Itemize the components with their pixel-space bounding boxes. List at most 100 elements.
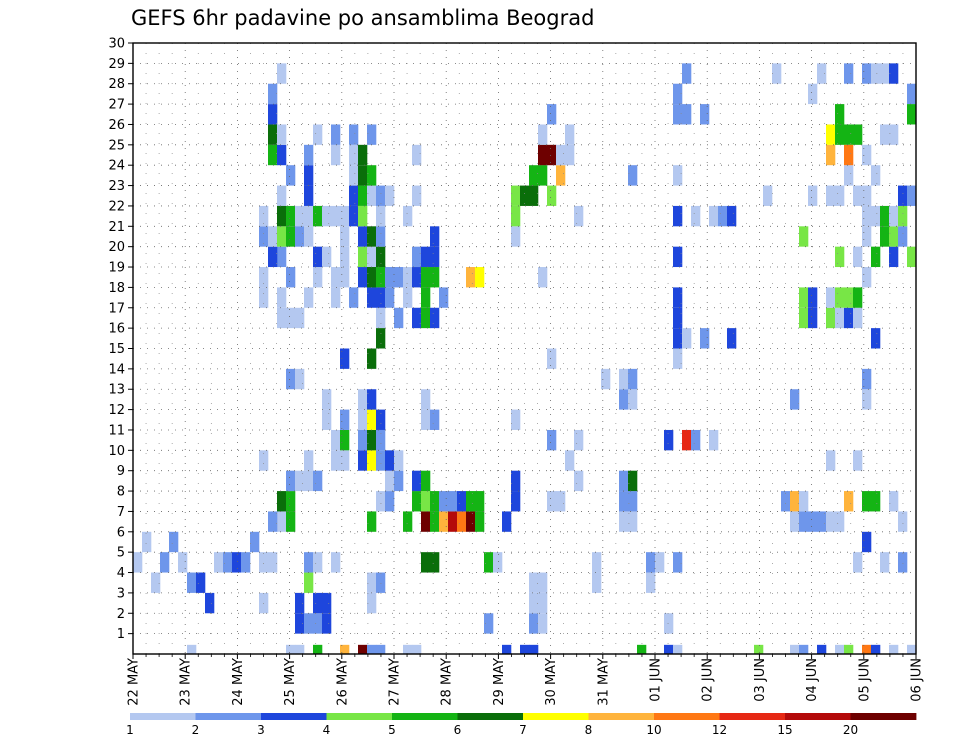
y-tick-label: 1 xyxy=(117,627,125,642)
heat-cell xyxy=(538,267,548,288)
heat-cell xyxy=(277,124,287,145)
heat-cell xyxy=(475,491,485,512)
heat-cell xyxy=(889,205,899,227)
heat-cell xyxy=(682,429,692,451)
heat-cell xyxy=(376,409,386,430)
heat-cell xyxy=(313,644,323,655)
heat-cell xyxy=(430,409,440,430)
heat-cell xyxy=(295,307,305,329)
heat-cell xyxy=(898,552,908,573)
x-tick-label: 04 JUN xyxy=(805,658,820,702)
heat-cell xyxy=(286,644,296,655)
heat-cell xyxy=(394,267,404,288)
heat-cell xyxy=(673,246,683,268)
heat-cell xyxy=(889,246,899,268)
heat-cell xyxy=(538,144,548,166)
heat-cell xyxy=(673,165,683,186)
heat-cell xyxy=(673,552,683,573)
heat-cell xyxy=(367,592,377,614)
heat-cell xyxy=(295,368,305,390)
heat-cell xyxy=(412,185,422,206)
heat-cell xyxy=(223,552,233,573)
heat-cell xyxy=(853,450,863,471)
heat-cell xyxy=(673,205,683,227)
heat-cell xyxy=(322,205,332,227)
colorbar-swatch xyxy=(326,713,393,720)
heat-cell xyxy=(277,246,287,268)
heat-cell xyxy=(907,246,917,268)
heat-cell xyxy=(376,287,386,308)
heat-cell xyxy=(502,511,512,532)
heat-cell xyxy=(340,226,350,247)
heat-cell xyxy=(295,226,305,247)
heat-cell xyxy=(304,185,314,206)
heat-cell xyxy=(556,165,566,186)
heat-cell xyxy=(322,592,332,614)
heat-cell xyxy=(538,613,548,634)
heat-cell xyxy=(385,185,395,206)
heat-cell xyxy=(313,592,323,614)
heat-cell xyxy=(538,592,548,614)
heat-cell xyxy=(889,644,899,655)
heat-cell xyxy=(286,470,296,492)
heat-cell xyxy=(565,124,575,145)
heat-cell xyxy=(367,644,377,655)
heat-cell xyxy=(259,552,269,573)
colorbar-swatch xyxy=(588,713,655,720)
heat-cell xyxy=(844,144,854,166)
heat-cell xyxy=(673,328,683,349)
heat-cell xyxy=(565,450,575,471)
heat-cell xyxy=(484,613,494,634)
heat-cell xyxy=(214,552,224,573)
heat-cell xyxy=(655,552,665,573)
y-tick-label: 6 xyxy=(117,525,125,540)
heat-cell xyxy=(268,246,278,268)
heat-cell xyxy=(376,644,386,655)
heat-cell xyxy=(772,63,782,84)
heat-cell xyxy=(862,491,872,512)
heat-cell xyxy=(286,226,296,247)
heat-cell xyxy=(808,185,818,206)
heat-cell xyxy=(448,511,458,532)
heat-cell xyxy=(169,531,179,553)
heat-cell xyxy=(250,531,260,553)
heat-cell xyxy=(277,205,287,227)
heat-cell xyxy=(358,267,368,288)
heat-cell xyxy=(619,368,629,390)
heat-cell xyxy=(358,409,368,430)
heat-cell xyxy=(682,104,692,125)
heat-cell xyxy=(286,165,296,186)
heat-cell xyxy=(403,267,413,288)
heat-cell xyxy=(304,165,314,186)
heat-cell xyxy=(376,185,386,206)
heat-cell xyxy=(574,205,584,227)
heat-cell xyxy=(313,267,323,288)
heat-cell xyxy=(511,205,521,227)
heat-cell xyxy=(646,572,656,593)
heat-cell xyxy=(151,572,161,593)
heat-cell xyxy=(349,205,359,227)
heat-cell xyxy=(574,429,584,451)
heat-cell xyxy=(547,144,557,166)
heat-cell xyxy=(277,63,287,84)
heat-cell xyxy=(268,511,278,532)
heat-cell xyxy=(331,144,341,166)
heat-cell xyxy=(268,104,278,125)
heat-cell xyxy=(367,409,377,430)
y-tick-label: 26 xyxy=(108,118,125,133)
x-tick-label: 26 MAY xyxy=(335,658,350,706)
heat-cell xyxy=(853,124,863,145)
heat-cell xyxy=(349,144,359,166)
heat-cell xyxy=(331,124,341,145)
heat-cell xyxy=(376,205,386,227)
heat-cell xyxy=(286,511,296,532)
heat-cell xyxy=(313,205,323,227)
x-tick-label: 30 MAY xyxy=(544,658,559,706)
y-tick-label: 4 xyxy=(117,566,125,581)
heat-cell xyxy=(646,552,656,573)
heat-cell xyxy=(700,104,710,125)
heat-cell xyxy=(394,307,404,329)
y-tick-label: 5 xyxy=(117,546,125,561)
colorbar-swatch xyxy=(392,713,458,720)
heat-cell xyxy=(520,644,530,655)
